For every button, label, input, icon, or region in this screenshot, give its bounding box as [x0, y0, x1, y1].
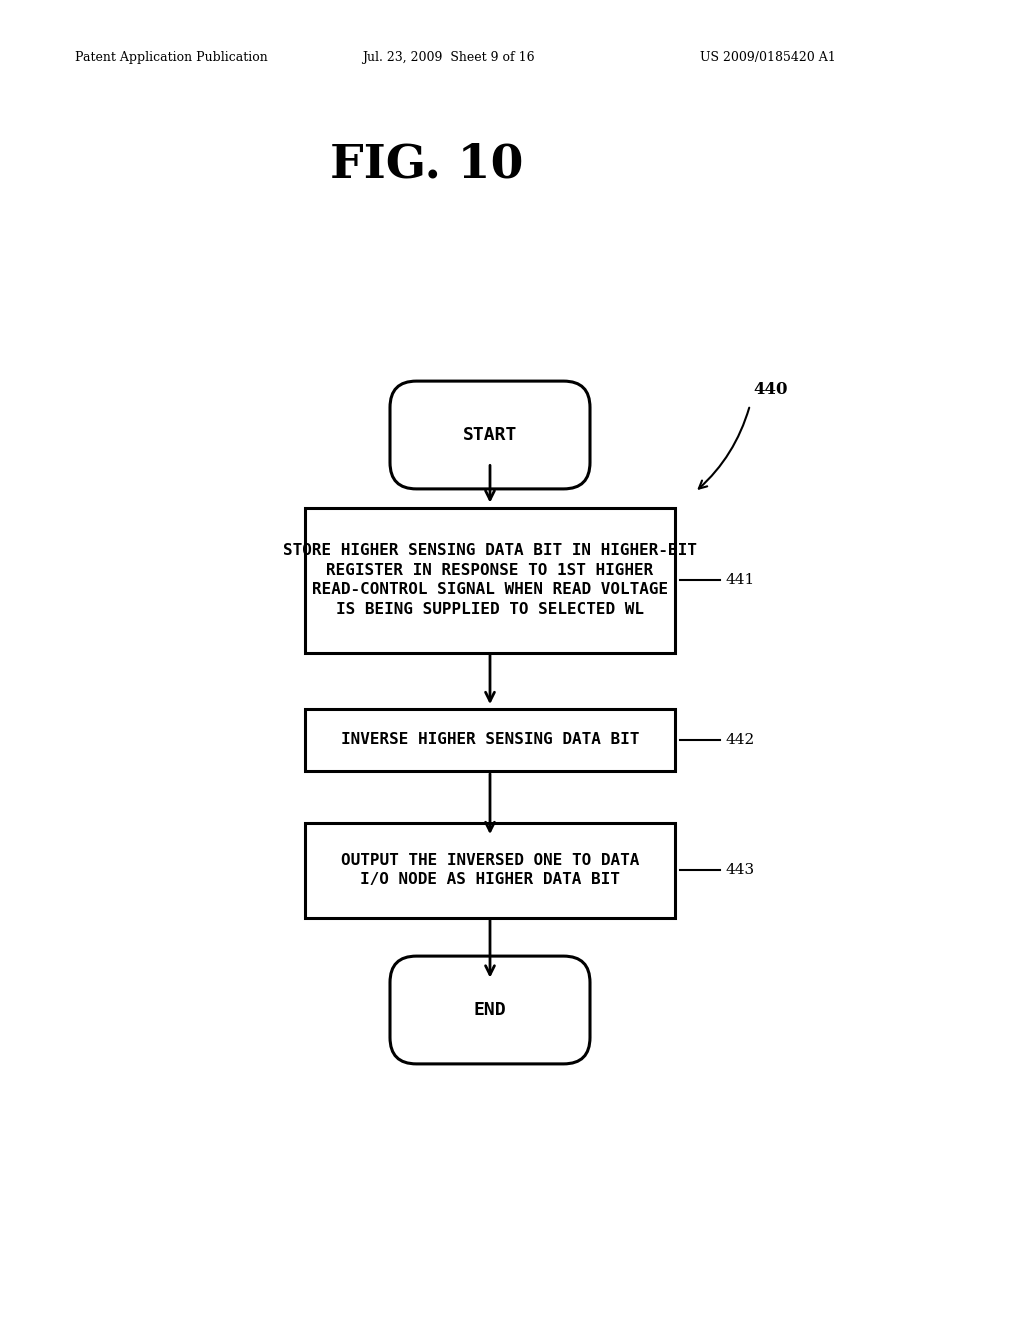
FancyBboxPatch shape	[390, 956, 590, 1064]
Text: END: END	[474, 1001, 506, 1019]
Bar	[305, 507, 675, 652]
Text: INVERSE HIGHER SENSING DATA BIT: INVERSE HIGHER SENSING DATA BIT	[341, 733, 639, 747]
Text: US 2009/0185420 A1: US 2009/0185420 A1	[700, 51, 836, 65]
Text: Patent Application Publication: Patent Application Publication	[75, 51, 267, 65]
Bar	[305, 822, 675, 917]
Text: FIG. 10: FIG. 10	[330, 143, 523, 187]
Text: OUTPUT THE INVERSED ONE TO DATA
I/O NODE AS HIGHER DATA BIT: OUTPUT THE INVERSED ONE TO DATA I/O NODE…	[341, 853, 639, 887]
Text: START: START	[463, 426, 517, 444]
Text: 440: 440	[753, 381, 787, 399]
Text: 442: 442	[725, 733, 755, 747]
Bar	[305, 709, 675, 771]
Text: 443: 443	[725, 863, 754, 876]
Text: Jul. 23, 2009  Sheet 9 of 16: Jul. 23, 2009 Sheet 9 of 16	[362, 51, 535, 65]
Text: STORE HIGHER SENSING DATA BIT IN HIGHER-BIT
REGISTER IN RESPONSE TO 1ST HIGHER
R: STORE HIGHER SENSING DATA BIT IN HIGHER-…	[283, 543, 697, 618]
FancyBboxPatch shape	[390, 381, 590, 488]
Text: 441: 441	[725, 573, 755, 587]
